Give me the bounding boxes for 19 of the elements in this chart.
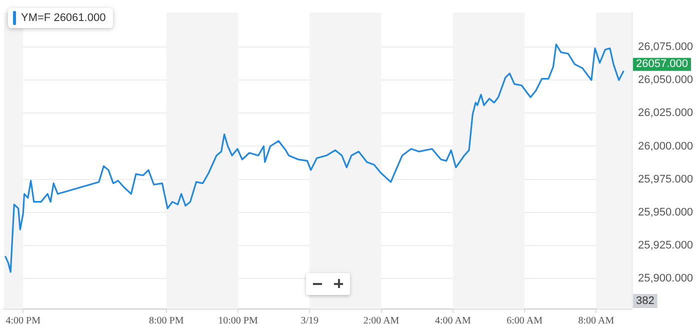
- y-tick-label: 25,925.000: [638, 240, 694, 252]
- x-tick-label: 2:00 AM: [363, 316, 400, 327]
- x-tick-label: 6:00 AM: [506, 316, 543, 327]
- legend-label: YM=F 26061.000: [21, 12, 106, 24]
- y-tick-label: 26,000.000: [638, 140, 694, 152]
- text: 382: [636, 295, 654, 308]
- text: 26057.000: [636, 58, 688, 70]
- x-tick-label: 8:00 AM: [578, 316, 614, 327]
- x-tick-label: 10:00 PM: [218, 316, 258, 327]
- y-tick-label: 25,900.000: [638, 272, 694, 285]
- y-tick-label: 26,075.000: [638, 41, 694, 54]
- y-tick-label: 26,050.000: [638, 74, 694, 86]
- y-tick-label: 25,950.000: [638, 206, 694, 218]
- y-tick-label: 26,025.000: [638, 107, 694, 120]
- x-tick-label: 4:00 PM: [6, 316, 41, 327]
- x-tick-label: 4:00 AM: [434, 316, 471, 327]
- x-tick-label: 8:00 PM: [149, 316, 184, 327]
- y-tick-label: 25,975.000: [638, 173, 694, 186]
- x-tick-label: 3/19: [300, 316, 319, 327]
